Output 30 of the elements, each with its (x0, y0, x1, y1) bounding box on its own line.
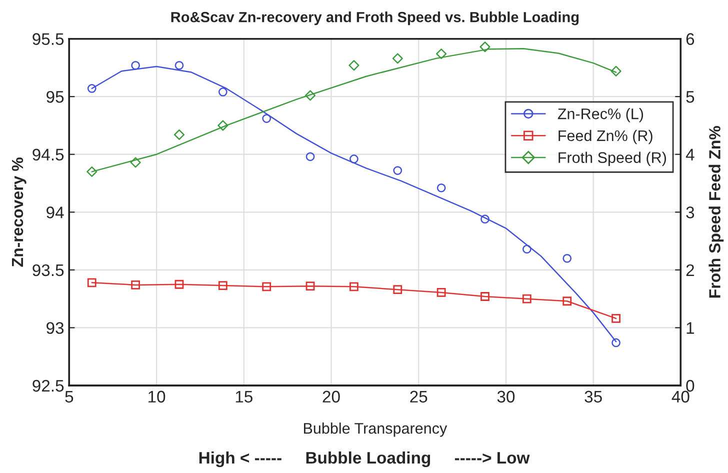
y-axis-title: Zn-recovery % (12, 158, 26, 267)
y-tick-label: 95 (46, 90, 64, 103)
text: High < ----- Bubble Loading -----> Low (199, 451, 530, 468)
y-tick-label: 94.5 (32, 148, 64, 161)
y-tick-label: 94 (46, 206, 64, 218)
x-tick-label: 10 (148, 390, 166, 403)
y-tick-label: 93 (46, 322, 64, 334)
x-tick-label: 35 (584, 390, 602, 403)
chart-title: Ro&Scav Zn-recovery and Froth Speed vs. Bubble Loading (171, 12, 579, 26)
y2-tick-label: 3 (686, 206, 694, 218)
x-tick-label: 30 (497, 390, 515, 403)
x-tick-label: 15 (236, 390, 252, 403)
y2-tick-label: 6 (686, 33, 694, 45)
y2-axis-title: Froth Speed Feed Zn% (708, 126, 724, 298)
x-tick-label: 5 (65, 390, 74, 403)
x-tick-label: 40 (672, 390, 690, 403)
x-tick-label: 20 (322, 390, 340, 403)
y2-tick-label: 5 (686, 91, 694, 103)
legend-label: Froth Speed (R) (558, 152, 666, 166)
y2-tick-label: 4 (686, 148, 694, 160)
y2-tick-label: 0 (686, 380, 694, 392)
y-tick-label: 92.5 (32, 380, 64, 392)
x-axis-title: Bubble Transparency (304, 422, 448, 437)
legend-label: Zn-Rec% (L) (558, 108, 644, 122)
y-tick-label: 95.5 (32, 33, 64, 45)
legend-label: Feed Zn% (R) (558, 130, 652, 144)
x-tick-label: 25 (410, 390, 428, 403)
y2-tick-label: 2 (686, 264, 694, 276)
y-tick-label: 93.5 (32, 264, 64, 276)
y2-tick-label: 1 (686, 322, 694, 334)
